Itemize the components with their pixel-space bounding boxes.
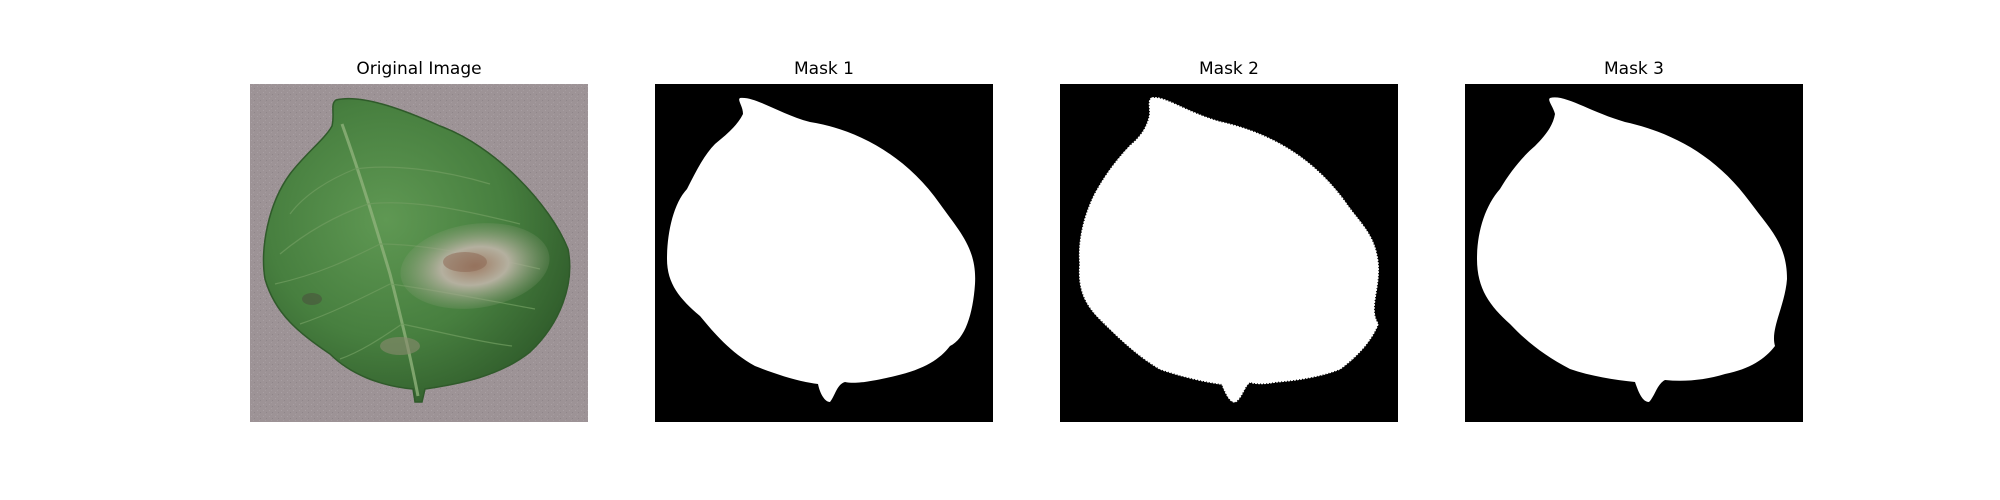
panel-title-original-image: Original Image <box>356 59 482 79</box>
mask-1-image <box>655 84 993 422</box>
mask-2-leaf-region <box>1078 97 1379 403</box>
mask-2-image <box>1060 84 1398 422</box>
mask-1-leaf-region <box>667 97 976 403</box>
mask-3-leaf-region <box>1477 97 1787 403</box>
panel-title-mask-3: Mask 3 <box>1603 59 1664 79</box>
panel-title-mask-1: Mask 1 <box>793 59 854 79</box>
mask-3-image <box>1465 84 1803 422</box>
original-leaf-image <box>250 84 588 422</box>
panel-title-mask-2: Mask 2 <box>1198 59 1259 79</box>
